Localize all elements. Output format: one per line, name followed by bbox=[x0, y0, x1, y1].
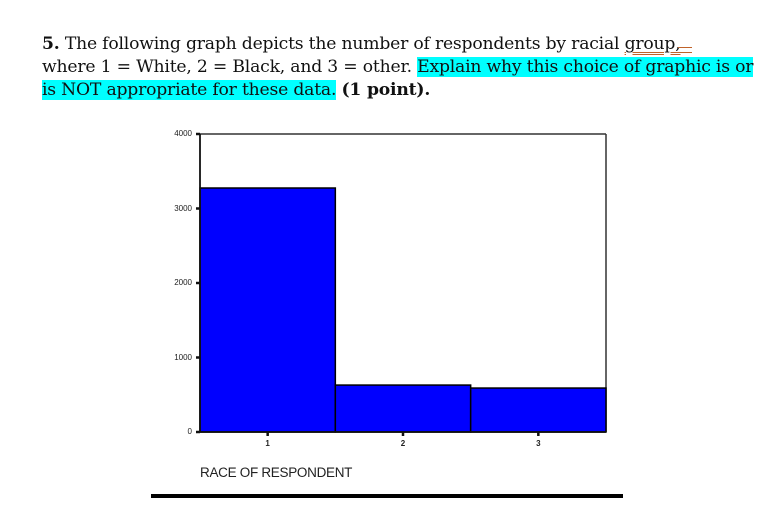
category-definitions: where 1 = White, 2 = Black, and 3 = othe… bbox=[42, 57, 418, 77]
highlighted-prompt-part-1: Explain why this choice of graphic is or bbox=[417, 57, 754, 77]
y-tick-label: 3000 bbox=[174, 203, 192, 213]
question-line-2: where 1 = White, 2 = Black, and 3 = othe… bbox=[42, 56, 753, 79]
grammar-underline-tail bbox=[678, 47, 693, 53]
bar-2 bbox=[334, 384, 472, 433]
x-tick-label: 1 bbox=[265, 439, 270, 448]
horizontal-rule bbox=[151, 494, 623, 498]
point-value: (1 point). bbox=[341, 80, 431, 100]
x-tick-label: 3 bbox=[536, 439, 541, 448]
y-tick-label: 4000 bbox=[174, 129, 192, 138]
question-intro: The following graph depicts the number o… bbox=[64, 34, 625, 54]
question-line-3: is NOT appropriate for these data. (1 po… bbox=[42, 79, 742, 102]
bar-3 bbox=[469, 387, 607, 433]
bar-1 bbox=[199, 187, 337, 433]
question-line-1: 5. The following graph depicts the numbe… bbox=[42, 33, 742, 56]
y-tick-label: 1000 bbox=[174, 352, 192, 362]
question-number: 5. bbox=[42, 34, 60, 54]
grammar-flagged-word[interactable]: group, bbox=[624, 34, 681, 54]
x-axis-title: RACE OF RESPONDENT bbox=[200, 465, 353, 480]
y-tick-label: 0 bbox=[187, 427, 192, 436]
highlighted-prompt-part-2: is NOT appropriate for these data. bbox=[42, 80, 337, 100]
y-tick-label: 2000 bbox=[174, 278, 192, 287]
x-tick-label: 2 bbox=[400, 439, 406, 448]
question-text: 5. The following graph depicts the numbe… bbox=[42, 33, 753, 102]
